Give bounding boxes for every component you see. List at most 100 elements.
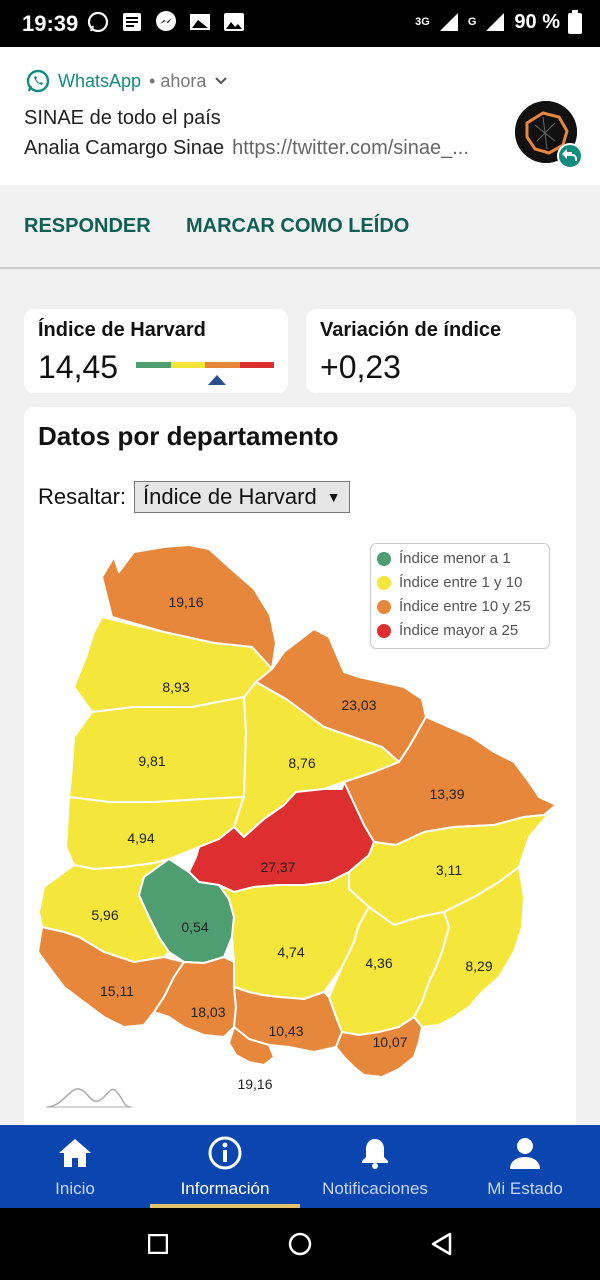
map-label-artigas: 19,16 (168, 594, 203, 610)
notification-time: • ahora (149, 70, 207, 91)
whatsapp-status-icon (86, 10, 110, 34)
nav-informacion-label: Información (180, 1179, 270, 1198)
sender-avatar (515, 101, 583, 169)
network-g-label: G (467, 16, 477, 28)
bell-icon (362, 1139, 388, 1169)
variation-value: +0,23 (320, 349, 401, 385)
person-icon (510, 1138, 540, 1169)
network-3g-label: 3G (415, 16, 430, 28)
battery-percent: 90 % (514, 10, 560, 33)
mark-read-button[interactable]: MARCAR COMO LEÍDO (186, 215, 410, 237)
home-icon (59, 1139, 91, 1167)
harvard-value: 14,45 (38, 349, 119, 385)
map-label-rocha: 8,29 (465, 958, 492, 974)
chevron-down-icon[interactable] (214, 74, 228, 88)
map-label-durazno: 27,37 (260, 859, 295, 875)
department-maldonado[interactable] (335, 1016, 423, 1078)
variation-card: Variación de índice +0,23 (306, 309, 576, 393)
status-notification-icons (86, 10, 246, 34)
nav-mi-estado-label: Mi Estado (487, 1179, 563, 1198)
legend-label: Índice mayor a 25 (399, 622, 519, 639)
highlight-select-value: Índice de Harvard (143, 484, 317, 509)
system-navigation-bar (0, 1208, 600, 1280)
image-status-icon (222, 10, 246, 34)
map-label-flores: 0,54 (181, 919, 208, 935)
legend-dot-red (377, 623, 391, 638)
signal-icon (439, 13, 458, 31)
status-bar: 19:39 3G G 90 % (0, 0, 600, 47)
harvard-card: Índice de Harvard 14,45 (24, 309, 288, 393)
nav-inicio-label: Inicio (55, 1179, 95, 1198)
department-san-jose[interactable] (153, 956, 237, 1038)
highlight-label: Resaltar: (38, 484, 127, 509)
gallery-status-icon (188, 10, 212, 34)
legend-item: Índice entre 1 y 10 (377, 574, 522, 591)
notification-sender: Analia Camargo Sinae (24, 137, 225, 159)
map-label-montevideo: 19,16 (237, 1076, 272, 1092)
notification-actions: RESPONDER MARCAR COMO LEÍDO (0, 185, 600, 269)
app-content: Índice de Harvard 14,45 Variación de índ… (0, 271, 600, 1125)
reply-button[interactable]: RESPONDER (24, 215, 151, 237)
notification-title: SINAE de todo el país (24, 107, 221, 129)
notification-app-name: WhatsApp (58, 70, 142, 91)
messenger-status-icon (154, 10, 178, 34)
notification-body: Analia Camargo Sinae https://twitter.com/… (24, 137, 469, 160)
legend-dot-yellow (377, 575, 391, 590)
departments-card: Datos por departamento Resaltar: Índice … (24, 407, 576, 1125)
map-label-lavalleja: 4,36 (365, 955, 392, 971)
status-time: 19:39 (22, 11, 79, 36)
home-nav-icon[interactable] (288, 1232, 312, 1256)
scale-marker-icon (208, 375, 226, 385)
legend-item: Índice entre 10 y 25 (377, 598, 531, 615)
notification-header: WhatsApp • ahora (26, 69, 228, 93)
status-right: 3G G 90 % (415, 10, 582, 34)
scale-orange (205, 362, 240, 368)
bottom-navigation: Inicio Información Notificaciones Mi Est… (0, 1125, 600, 1208)
recents-icon[interactable] (148, 1234, 168, 1254)
nav-inicio[interactable]: Inicio (0, 1125, 150, 1208)
map-label-treinta-y-tres: 3,11 (436, 862, 462, 878)
uruguay-map[interactable]: 19,16 8,93 23,03 9,81 8,76 13,39 4,94 27… (24, 407, 576, 1125)
map-label-soriano: 5,96 (91, 907, 118, 923)
scale-green (136, 362, 171, 368)
map-label-cerro-largo: 13,39 (429, 786, 464, 802)
legend-dot-green (377, 551, 391, 566)
back-icon[interactable] (430, 1232, 452, 1256)
variation-title: Variación de índice (320, 319, 502, 341)
map-label-colonia: 15,11 (100, 983, 134, 999)
mini-curve-icon (47, 1088, 131, 1108)
whatsapp-icon (26, 69, 50, 93)
nav-informacion[interactable]: Información (150, 1125, 300, 1208)
info-icon (208, 1136, 242, 1170)
notification-link[interactable]: https://twitter.com/sinae_... (232, 137, 469, 159)
legend-label: Índice entre 10 y 25 (399, 598, 531, 615)
map-label-tacuarembo: 8,76 (288, 755, 315, 771)
map-label-san-jose: 18,03 (190, 1004, 225, 1020)
nav-mi-estado[interactable]: Mi Estado (450, 1125, 600, 1208)
legend-item: Índice menor a 1 (377, 550, 511, 567)
legend-item: Índice mayor a 25 (377, 622, 518, 639)
battery-icon (568, 10, 582, 34)
whatsapp-notification[interactable]: WhatsApp • ahora SINAE de todo el país A… (0, 47, 600, 185)
department-montevideo[interactable] (228, 1026, 275, 1066)
department-paysandu[interactable] (68, 696, 247, 803)
legend-label: Índice entre 1 y 10 (399, 574, 523, 591)
map-label-rivera: 23,03 (341, 697, 376, 713)
legend-label: Índice menor a 1 (399, 550, 511, 567)
map-label-rio-negro: 4,94 (127, 830, 154, 846)
signal-icon-2 (486, 13, 505, 31)
scale-red (239, 362, 274, 368)
harvard-scale (136, 362, 274, 368)
highlight-row: Resaltar: Índice de Harvard ▼ (38, 481, 350, 513)
scale-yellow (170, 362, 205, 368)
map-label-florida: 4,74 (277, 944, 304, 960)
harvard-title: Índice de Harvard (38, 319, 206, 341)
map-label-salto: 8,93 (162, 679, 189, 695)
department-rocha[interactable] (413, 866, 525, 1028)
highlight-select[interactable]: Índice de Harvard ▼ (134, 481, 350, 513)
news-status-icon (120, 10, 144, 34)
map-legend: Índice menor a 1 Índice entre 1 y 10 Índ… (370, 543, 550, 649)
map-label-canelones: 10,43 (268, 1023, 303, 1039)
dropdown-arrow-icon: ▼ (326, 489, 341, 505)
nav-notificaciones[interactable]: Notificaciones (300, 1125, 450, 1208)
